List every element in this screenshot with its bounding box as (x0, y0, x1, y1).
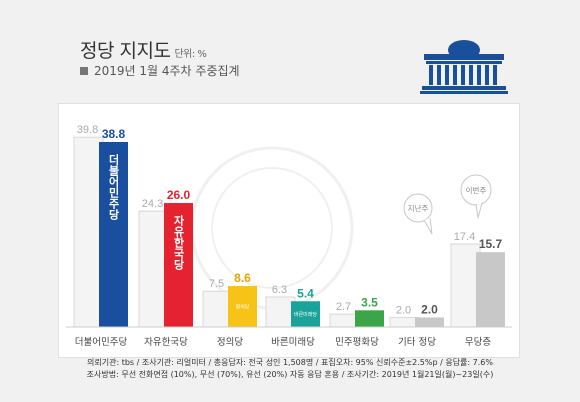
page-subtitle: 2019년 1월 4주차 주중집계 (80, 62, 240, 79)
value-label-prev-2: 7.5 (209, 278, 224, 290)
category-label-5: 기타 정당 (398, 337, 436, 348)
bar-current-5 (415, 317, 444, 327)
bar-current-0 (99, 142, 128, 327)
bar-prev-2 (202, 290, 233, 328)
annotation-bubble-0 (403, 193, 433, 223)
category-label-1: 자유한국당 (144, 337, 188, 348)
value-label-current-4: 3.5 (361, 295, 378, 309)
value-label-prev-4: 2.7 (336, 301, 351, 313)
footer-line-1: 의뢰기관: tbs / 조사기관: 리얼미터 / 총응답자: 전국 성인 1,5… (87, 358, 493, 367)
value-label-current-1: 26.0 (167, 188, 191, 202)
bar-current-1 (164, 203, 193, 327)
bar-current-4 (355, 310, 384, 327)
annotation-text-0: 지난주 (408, 204, 429, 213)
bar-logo-2: 정의당 (236, 303, 250, 310)
footer-line-2: 조사방법: 무선 전화면접 (10%), 무선 (70%), 유선 (20%) … (86, 370, 494, 379)
value-label-current-5: 2.0 (421, 302, 438, 316)
annotation-tail-1 (475, 202, 483, 219)
unit-label: 단위: % (174, 49, 207, 60)
bar-current-3 (291, 301, 320, 327)
value-label-current-6: 15.7 (479, 237, 503, 251)
bar-logo-0: 더불어민주당 (107, 153, 120, 221)
page-title: 정당 지지도 단위: % (80, 40, 207, 62)
bar-logo-3: 바른미래당 (294, 311, 317, 318)
bar-prev-5 (389, 316, 420, 328)
footer-notes: 의뢰기관: tbs / 조사기관: 리얼미터 / 총응답자: 전국 성인 1,5… (0, 357, 580, 381)
category-label-0: 더불어민주당 (75, 337, 128, 348)
category-label-2: 정의당 (217, 337, 243, 348)
annotation-text-1: 이번주 (466, 185, 487, 195)
bar-current-2 (228, 285, 257, 327)
bar-prev-4 (329, 313, 360, 328)
value-label-prev-0: 39.8 (77, 124, 98, 136)
value-label-current-3: 5.4 (297, 286, 314, 300)
bar-prev-3 (265, 296, 296, 328)
bar-prev-6 (450, 243, 481, 328)
bar-logo-1: 자유한국당 (172, 214, 185, 271)
subtitle-square-icon (80, 67, 88, 75)
value-label-prev-1: 24.3 (142, 198, 163, 210)
value-label-prev-6: 17.4 (454, 231, 475, 243)
category-label-3: 바른미래당 (271, 337, 315, 348)
value-label-current-2: 8.6 (234, 271, 251, 285)
bar-prev-1 (138, 210, 169, 328)
value-label-prev-5: 2.0 (396, 304, 411, 316)
bar-current-6 (476, 252, 505, 327)
value-label-current-0: 38.8 (102, 127, 126, 141)
annotation-tail-0 (423, 217, 433, 235)
bar-prev-0 (73, 136, 104, 328)
category-label-6: 무당층 (465, 337, 491, 348)
category-label-4: 민주평화당 (335, 337, 379, 348)
value-label-prev-3: 6.3 (272, 284, 287, 296)
